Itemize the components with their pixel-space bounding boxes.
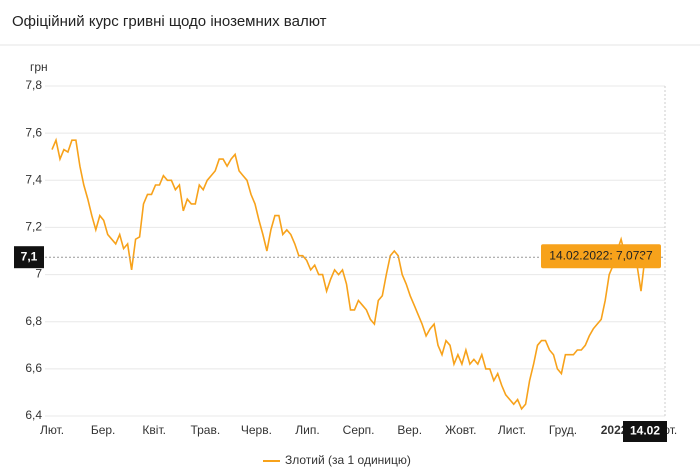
x-tick-label: Трав. xyxy=(190,423,220,437)
y-axis-label: грн xyxy=(30,60,48,74)
x-tick-label: Лип. xyxy=(295,423,319,437)
x-tick-label: Жовт. xyxy=(445,423,476,437)
y-tick-label: 6,6 xyxy=(25,361,42,375)
x-tick-label: Черв. xyxy=(241,423,272,437)
x-tick-label: Серп. xyxy=(343,423,375,437)
y-tick-label: 7,8 xyxy=(25,78,42,92)
y-tick-label: 6,8 xyxy=(25,314,42,328)
x-tick-label: Вер. xyxy=(397,423,422,437)
crosshair-y-label: 7,1 xyxy=(21,249,38,263)
x-tick-label: Лист. xyxy=(498,423,526,437)
x-tick-label: Квіт. xyxy=(142,423,166,437)
y-tick-label: 7,6 xyxy=(25,125,42,139)
chart-title: Офіційний курс гривні щодо іноземних вал… xyxy=(12,13,327,30)
legend-label: Злотий (за 1 одиницю) xyxy=(285,453,411,467)
x-tick-label: Бер. xyxy=(91,423,116,437)
crosshair-x-box xyxy=(623,421,667,442)
crosshair-y-box xyxy=(14,246,44,269)
crosshair-x-label: 14.02 xyxy=(630,424,660,438)
x-tick-label: 2022 xyxy=(601,423,628,437)
y-tick-label: 7 xyxy=(35,267,42,281)
y-tick-label: 7,2 xyxy=(25,220,42,234)
line-series xyxy=(51,137,646,411)
tooltip-box xyxy=(541,244,661,269)
x-tick-label: Лют. xyxy=(40,423,64,437)
tooltip-text: 14.02.2022: 7,0737 xyxy=(549,248,653,262)
y-tick-label: 7,4 xyxy=(25,172,42,186)
x-tick-label: Груд. xyxy=(549,423,577,437)
y-tick-label: 6,4 xyxy=(25,408,42,422)
crosshair-point xyxy=(642,254,648,260)
